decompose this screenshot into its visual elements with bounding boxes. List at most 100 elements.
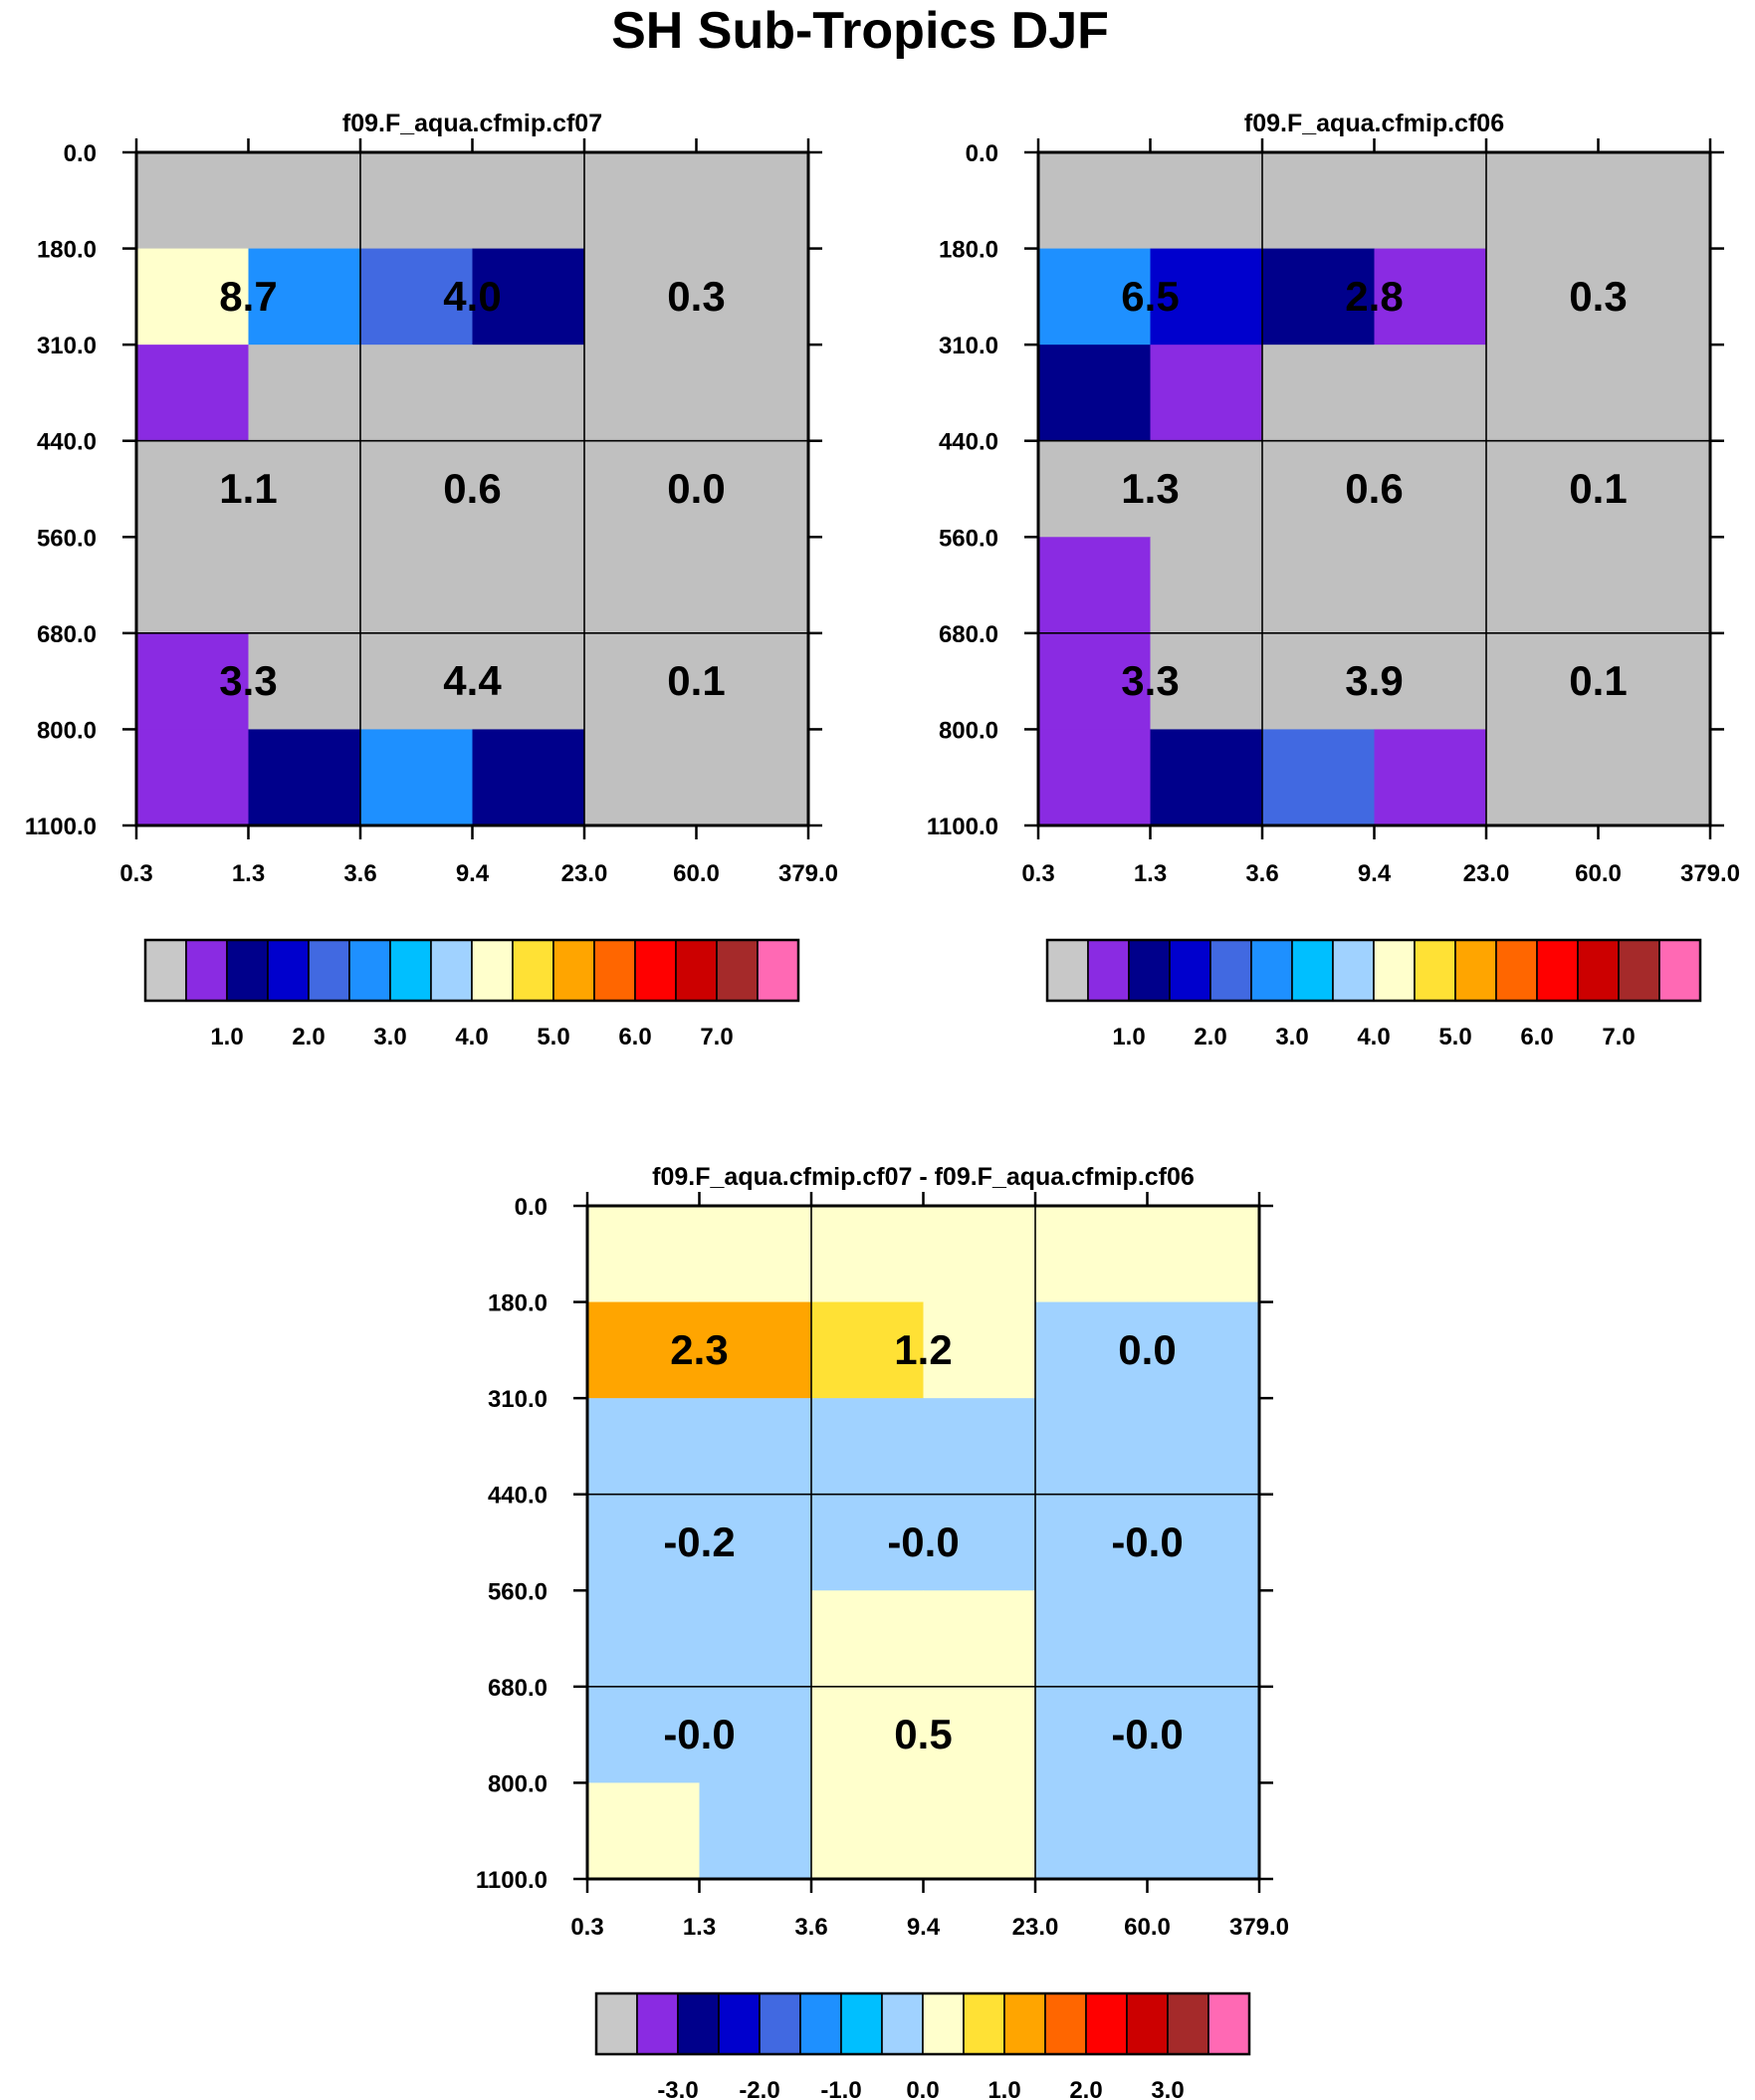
- x-tick-label: 9.4: [907, 1914, 941, 1941]
- heatmap-cell: [1147, 1301, 1260, 1399]
- heatmap-cell: [1598, 632, 1711, 731]
- heatmap-cell: [584, 729, 698, 826]
- heatmap-cell: [1150, 537, 1263, 634]
- heatmap-cell: [248, 152, 361, 250]
- heatmap-cell: [1150, 632, 1263, 731]
- colorbar-swatch: [430, 939, 473, 1002]
- y-tick-label: 180.0: [488, 1290, 548, 1317]
- heatmap-cell: [360, 537, 474, 634]
- colorbar-swatch: [1167, 1992, 1209, 2055]
- heatmap-cell: [811, 1590, 925, 1688]
- x-tick-label: 1.3: [232, 860, 265, 887]
- cell-value-label: 0.0: [1118, 1326, 1176, 1373]
- y-tick-label: 440.0: [939, 429, 998, 456]
- colorbar-label: 1.0: [1112, 1024, 1145, 1050]
- colorbar-swatch: [716, 939, 759, 1002]
- heatmap-cell: [584, 152, 698, 250]
- colorbar-swatch: [799, 1992, 842, 2055]
- colorbar-label: 3.0: [1151, 2077, 1184, 2100]
- cell-value-label: -0.0: [1111, 1518, 1183, 1565]
- heatmap-cell: [699, 1590, 812, 1688]
- heatmap-cell: [587, 1782, 701, 1880]
- y-tick-label: 560.0: [37, 525, 97, 552]
- y-tick-label: 800.0: [488, 1770, 548, 1797]
- cell-value-label: 2.3: [670, 1326, 728, 1373]
- heatmap-cell: [811, 1686, 925, 1784]
- x-tick-label: 60.0: [1575, 860, 1622, 887]
- colorbar-swatch: [1332, 939, 1375, 1002]
- heatmap-cell: [136, 345, 250, 442]
- cell-value-label: -0.0: [663, 1711, 735, 1757]
- colorbar-label: 6.0: [1520, 1024, 1553, 1050]
- heatmap-cell: [248, 345, 361, 442]
- colorbar-swatch: [1250, 939, 1293, 1002]
- heatmap-cell: [1150, 729, 1263, 826]
- colorbar-swatch: [595, 1992, 638, 2055]
- heatmap-cell: [584, 632, 698, 731]
- panel-title: f09.F_aqua.cfmip.cf06: [1244, 110, 1504, 137]
- colorbar-frame: [594, 1991, 1251, 2056]
- heatmap-cell: [696, 632, 809, 731]
- y-tick-label: 1100.0: [25, 814, 97, 840]
- x-tick-label: 379.0: [1229, 1914, 1289, 1941]
- colorbar-label: 0.0: [906, 2077, 939, 2100]
- x-tick-label: 1.3: [1134, 860, 1167, 887]
- heatmap-cell: [1262, 345, 1376, 442]
- heatmap-cell: [1598, 729, 1711, 826]
- colorbar-swatch: [471, 939, 514, 1002]
- colorbar-swatch: [1209, 939, 1252, 1002]
- heatmap-cell: [1374, 440, 1487, 538]
- heatmap-cell: [248, 729, 361, 826]
- heatmap-cell: [1035, 1206, 1149, 1303]
- cell-value-label: 0.6: [1345, 465, 1403, 512]
- heatmap-cell: [1150, 440, 1263, 538]
- colorbar-label: 1.0: [987, 2077, 1020, 2100]
- x-tick-label: 379.0: [1680, 860, 1740, 887]
- colorbar-swatch: [759, 1992, 801, 2055]
- heatmap-cell: [587, 1301, 701, 1399]
- y-tick-label: 680.0: [488, 1675, 548, 1702]
- colorbar-swatch: [840, 1992, 883, 2055]
- heatmap-cell: [1147, 1494, 1260, 1591]
- colorbar-swatch: [1169, 939, 1211, 1002]
- heatmap-cell: [1038, 152, 1152, 250]
- heatmap-cell: [584, 248, 698, 346]
- heatmap-cell: [923, 1301, 1036, 1399]
- heatmap-cell: [360, 345, 474, 442]
- heatmap-cell: [923, 1590, 1036, 1688]
- heatmap-cell: [1486, 248, 1600, 346]
- heatmap-cell: [1147, 1782, 1260, 1880]
- heatmap-cell: [1598, 537, 1711, 634]
- heatmap-cell: [1598, 248, 1711, 346]
- colorbar-swatch: [308, 939, 350, 1002]
- heatmap-cell: [1486, 345, 1600, 442]
- cell-value-label: 0.3: [667, 273, 725, 320]
- x-tick-label: 60.0: [673, 860, 720, 887]
- y-tick-label: 180.0: [37, 237, 97, 264]
- heatmap-cell: [587, 1686, 701, 1784]
- heatmap-cell: [472, 729, 585, 826]
- y-tick-label: 800.0: [37, 717, 97, 744]
- heatmap-cell: [1035, 1301, 1149, 1399]
- heatmap-cell: [1147, 1590, 1260, 1688]
- heatmap-cell: [1374, 248, 1487, 346]
- cell-value-label: 3.9: [1345, 657, 1403, 704]
- heatmap-cell: [136, 537, 250, 634]
- colorbar-swatch: [267, 939, 310, 1002]
- colorbar-swatch: [348, 939, 391, 1002]
- colorbar-swatch: [1414, 939, 1456, 1002]
- colorbar-swatch: [552, 939, 595, 1002]
- heatmap-cell: [248, 440, 361, 538]
- heatmap-cell: [1374, 152, 1487, 250]
- colorbar-label: 4.0: [455, 1024, 488, 1050]
- heatmap-cell: [696, 345, 809, 442]
- x-tick-label: 9.4: [1358, 860, 1392, 887]
- cell-value-label: 2.8: [1345, 273, 1403, 320]
- x-tick-label: 1.3: [683, 1914, 716, 1941]
- colorbar-label: 2.0: [1194, 1024, 1226, 1050]
- cell-value-label: 6.5: [1121, 273, 1179, 320]
- colorbar-label: 2.0: [292, 1024, 325, 1050]
- heatmap-cell: [699, 1398, 812, 1496]
- y-tick-label: 440.0: [488, 1483, 548, 1510]
